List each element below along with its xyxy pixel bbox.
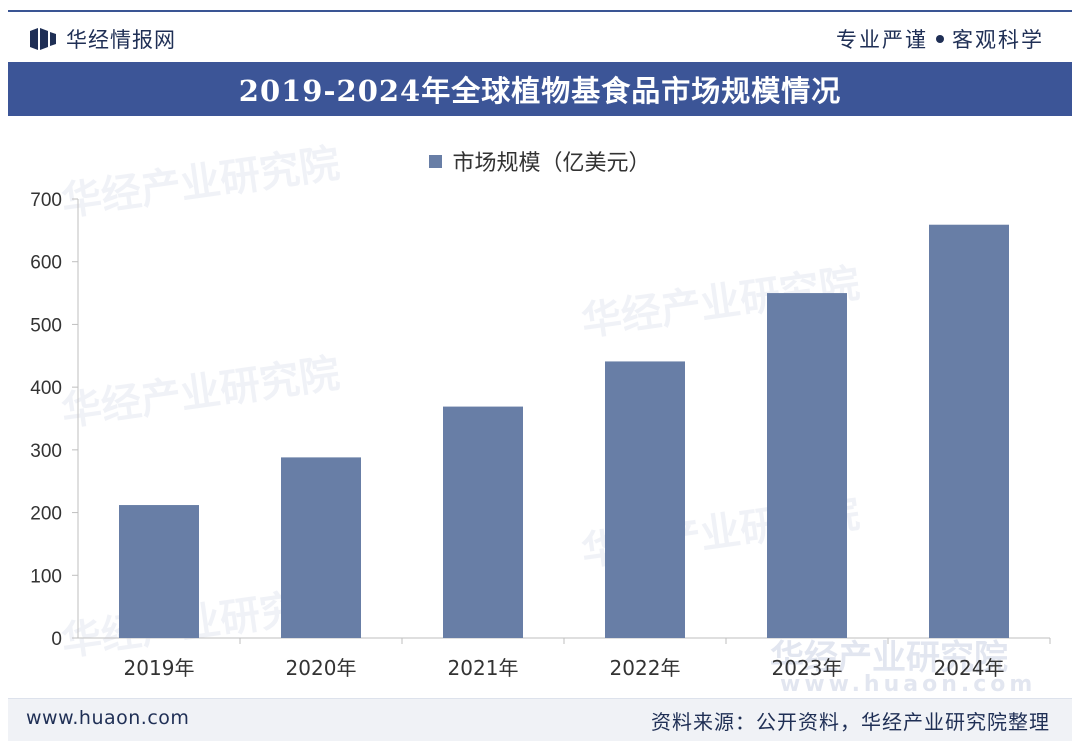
y-tick-label: 700: [30, 190, 62, 211]
watermark-url: www.huaon.com: [780, 672, 1037, 697]
bar-chart: 0 100 200 300 400 500 600 700 2019年 2020年 2021年 202…: [30, 190, 1051, 680]
y-tick-label: 100: [30, 566, 62, 587]
slogan: 专业严谨 客观科学: [836, 24, 1044, 54]
chart-title: 2019-2024年全球植物基食品市场规模情况: [8, 62, 1072, 116]
brand-name: 华经情报网: [66, 28, 176, 52]
y-tick-label: 600: [30, 253, 62, 274]
bar: [443, 406, 523, 638]
x-tick-label: 2019年: [124, 656, 195, 680]
footer-divider: [8, 698, 1072, 699]
slogan-dot-icon: [936, 35, 944, 43]
legend: 市场规模（亿美元）: [0, 145, 1080, 177]
x-tick-label: 2024年: [934, 656, 1005, 680]
legend-swatch: [429, 154, 443, 168]
header: 华经情报网 专业严谨 客观科学: [8, 12, 1072, 58]
bar: [119, 505, 199, 638]
y-tick-label: 400: [30, 378, 62, 399]
x-tick-label: 2023年: [772, 656, 843, 680]
x-tick-label: 2021年: [448, 656, 519, 680]
huajing-logo-icon: [30, 28, 56, 50]
source-note: 资料来源：公开资料，华经产业研究院整理: [651, 710, 1050, 734]
top-border: [8, 10, 1072, 12]
brand: 华经情报网: [30, 24, 176, 54]
y-tick-label: 500: [30, 315, 62, 336]
slogan-left: 专业严谨: [836, 28, 928, 52]
footer-bar: [8, 699, 1072, 741]
y-tick-label: 200: [30, 504, 62, 525]
bar: [605, 361, 685, 638]
bar: [281, 457, 361, 638]
x-tick-label: 2020年: [286, 656, 357, 680]
bar: [929, 224, 1009, 638]
legend-label: 市场规模（亿美元）: [452, 151, 651, 176]
bar: [767, 293, 847, 638]
slogan-right: 客观科学: [952, 28, 1044, 52]
x-tick-label: 2022年: [610, 656, 681, 680]
y-tick-label: 300: [30, 441, 62, 462]
website-link[interactable]: www.huaon.com: [26, 707, 190, 729]
y-tick-label: 0: [51, 629, 62, 650]
watermark-text: 华经产业研究院: [770, 638, 1008, 678]
